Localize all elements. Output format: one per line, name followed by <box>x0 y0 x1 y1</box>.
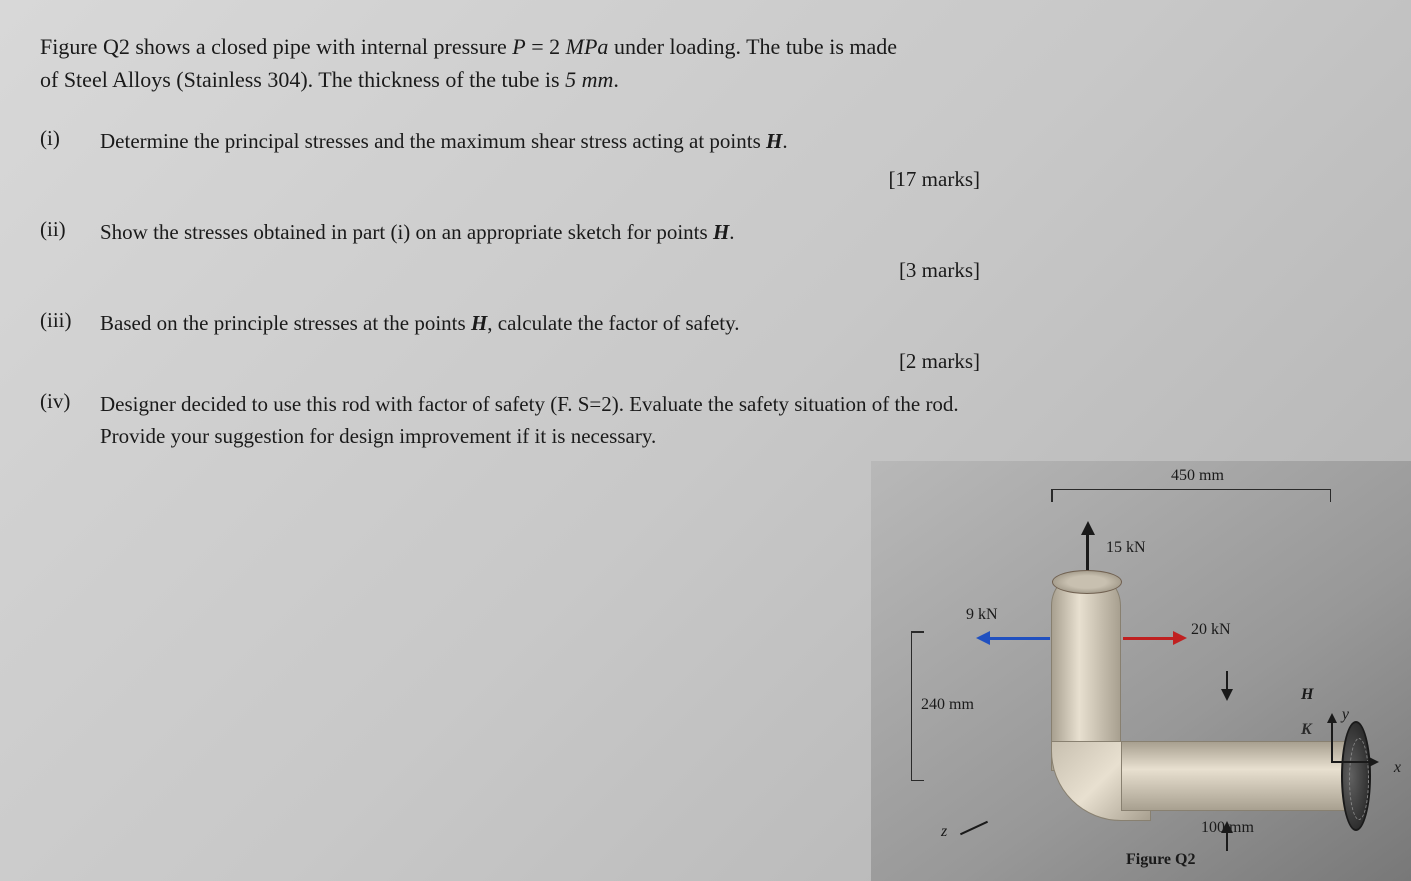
axis-x-line <box>1331 761 1371 763</box>
q-iii-text-post: , calculate the factor of safety. <box>487 311 739 335</box>
arrow-9kn-shaft <box>990 637 1050 640</box>
label-450mm: 450 mm <box>1171 467 1224 485</box>
question-ii: (ii) Show the stresses obtained in part … <box>40 217 1371 286</box>
arrow-20kn <box>1123 631 1187 645</box>
label-100mm: 100 mm <box>1201 819 1254 837</box>
arrow-20kn-head <box>1173 631 1187 645</box>
q-i-text-pre: Determine the principal stresses and the… <box>100 129 766 153</box>
label-15kn: 15 kN <box>1106 539 1146 557</box>
intro-thickness: 5 mm <box>565 67 613 92</box>
q-iii-num: (iii) <box>40 308 100 377</box>
intro-line1-post: under loading. The tube is made <box>608 34 897 59</box>
question-iii: (iii) Based on the principle stresses at… <box>40 308 1371 377</box>
intro-p-var: P <box>512 34 525 59</box>
axis-y-label: y <box>1342 706 1349 724</box>
figure-q2: 450 mm 15 kN 9 kN 20 kN 240 mm H K 100 m… <box>871 461 1411 881</box>
intro-eq: = 2 <box>526 34 566 59</box>
q-iii-marks: [2 marks] <box>100 346 1000 378</box>
figure-caption: Figure Q2 <box>1126 851 1195 869</box>
q-ii-text: Show the stresses obtained in part (i) o… <box>100 217 1000 249</box>
arrow-20kn-shaft <box>1123 637 1173 640</box>
q-iii-text-pre: Based on the principle stresses at the p… <box>100 311 471 335</box>
label-240mm: 240 mm <box>921 696 974 714</box>
coordinate-axes <box>1311 721 1391 801</box>
arrow-15kn-head <box>1081 521 1095 535</box>
q-i-num: (i) <box>40 126 100 195</box>
q-ii-num: (ii) <box>40 217 100 286</box>
q-iv-text: Designer decided to use this rod with fa… <box>100 389 1000 452</box>
q-ii-text-post: . <box>729 220 734 244</box>
q-ii-h: H <box>713 220 729 244</box>
arrow-down-head <box>1221 689 1233 701</box>
intro-paragraph: Figure Q2 shows a closed pipe with inter… <box>40 30 960 96</box>
q-iii-text: Based on the principle stresses at the p… <box>100 308 1000 340</box>
label-point-h: H <box>1301 686 1313 704</box>
label-20kn: 20 kN <box>1191 621 1231 639</box>
dimension-450mm <box>1051 489 1331 501</box>
axis-z-label: z <box>941 823 947 841</box>
intro-line2-pre: of Steel Alloys (Stainless 304). The thi… <box>40 67 565 92</box>
q-i-marks: [17 marks] <box>100 164 1000 196</box>
dim-450-line <box>1051 489 1331 501</box>
arrow-15kn <box>1081 521 1095 577</box>
intro-line1-pre: Figure Q2 shows a closed pipe with inter… <box>40 34 512 59</box>
axis-y-line <box>1331 721 1333 761</box>
axis-x-label: x <box>1394 759 1401 777</box>
intro-unit-mpa: MPa <box>566 34 609 59</box>
q-iii-h: H <box>471 311 487 335</box>
question-i: (i) Determine the principal stresses and… <box>40 126 1371 195</box>
label-9kn: 9 kN <box>966 606 998 624</box>
q-iv-num: (iv) <box>40 389 100 490</box>
q-i-text-post: . <box>782 129 787 153</box>
arrow-9kn-head <box>976 631 990 645</box>
intro-line2-post: . <box>613 67 619 92</box>
q-i-body: Determine the principal stresses and the… <box>100 126 1000 195</box>
arrow-down-indicator <box>1221 671 1233 701</box>
q-ii-body: Show the stresses obtained in part (i) o… <box>100 217 1000 286</box>
arrow-9kn <box>976 631 1050 645</box>
q-iii-body: Based on the principle stresses at the p… <box>100 308 1000 377</box>
q-iv-body: Designer decided to use this rod with fa… <box>100 389 1000 490</box>
q-i-text: Determine the principal stresses and the… <box>100 126 1000 158</box>
q-i-h: H <box>766 129 782 153</box>
q-ii-marks: [3 marks] <box>100 255 1000 287</box>
arrow-down-shaft <box>1226 671 1228 689</box>
q-iv-marks: [3 marks] <box>100 458 1000 490</box>
q-ii-text-pre: Show the stresses obtained in part (i) o… <box>100 220 713 244</box>
